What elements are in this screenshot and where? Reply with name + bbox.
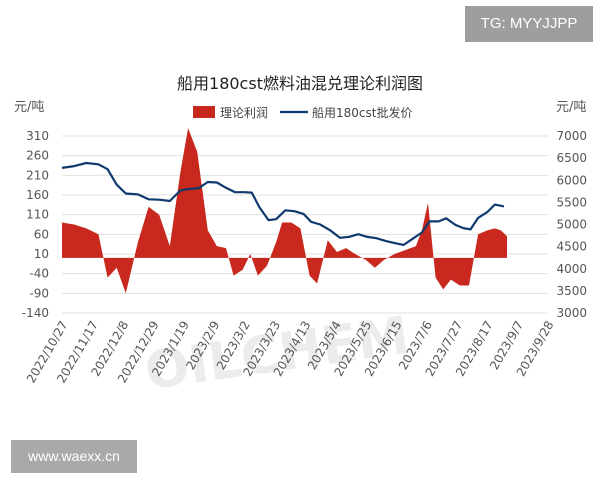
right-tick-label: 5000	[556, 218, 587, 232]
legend: 理论利润 船用180cst批发价	[193, 105, 412, 120]
price-line	[61, 161, 505, 246]
tg-tag-label: TG: MYYJJPP	[465, 6, 593, 42]
left-tick-label: -140	[22, 306, 49, 320]
right-tick-label: 5500	[556, 195, 587, 209]
legend-label-price: 船用180cst批发价	[312, 105, 412, 120]
right-axis-unit: 元/吨	[556, 100, 586, 115]
gridlines	[62, 135, 548, 314]
left-tick-label: 10	[34, 247, 49, 261]
legend-swatch-profit	[193, 106, 215, 118]
left-tick-label: 310	[26, 129, 49, 143]
right-tick-label: 7000	[556, 129, 587, 143]
left-tick-label: -40	[29, 267, 49, 281]
legend-label-profit: 理论利润	[220, 106, 268, 120]
profit-area-series	[62, 128, 507, 294]
price-line-series	[61, 161, 505, 246]
axes: -140 -90 -40 10 60 110 160 210 260 310 3000 3500 400…	[22, 129, 587, 385]
left-axis-unit: 元/吨	[14, 100, 44, 115]
right-tick-label: 6000	[556, 173, 587, 187]
left-tick-label: -90	[29, 286, 49, 300]
right-tick-label: 3000	[556, 306, 587, 320]
right-tick-label: 4500	[556, 240, 587, 254]
left-tick-label: 160	[26, 188, 49, 202]
right-tick-label: 3500	[556, 284, 587, 298]
left-tick-label: 210	[26, 168, 49, 182]
left-tick-label: 60	[34, 227, 49, 241]
left-tick-label: 260	[26, 149, 49, 163]
website-label[interactable]: www.waexx.cn	[11, 440, 137, 473]
profit-area	[62, 128, 507, 294]
left-tick-label: 110	[26, 208, 49, 222]
right-tick-label: 4000	[556, 262, 587, 276]
right-tick-label: 6500	[556, 151, 587, 165]
chart-title: 船用180cst燃料油混兑理论利润图	[177, 74, 423, 93]
